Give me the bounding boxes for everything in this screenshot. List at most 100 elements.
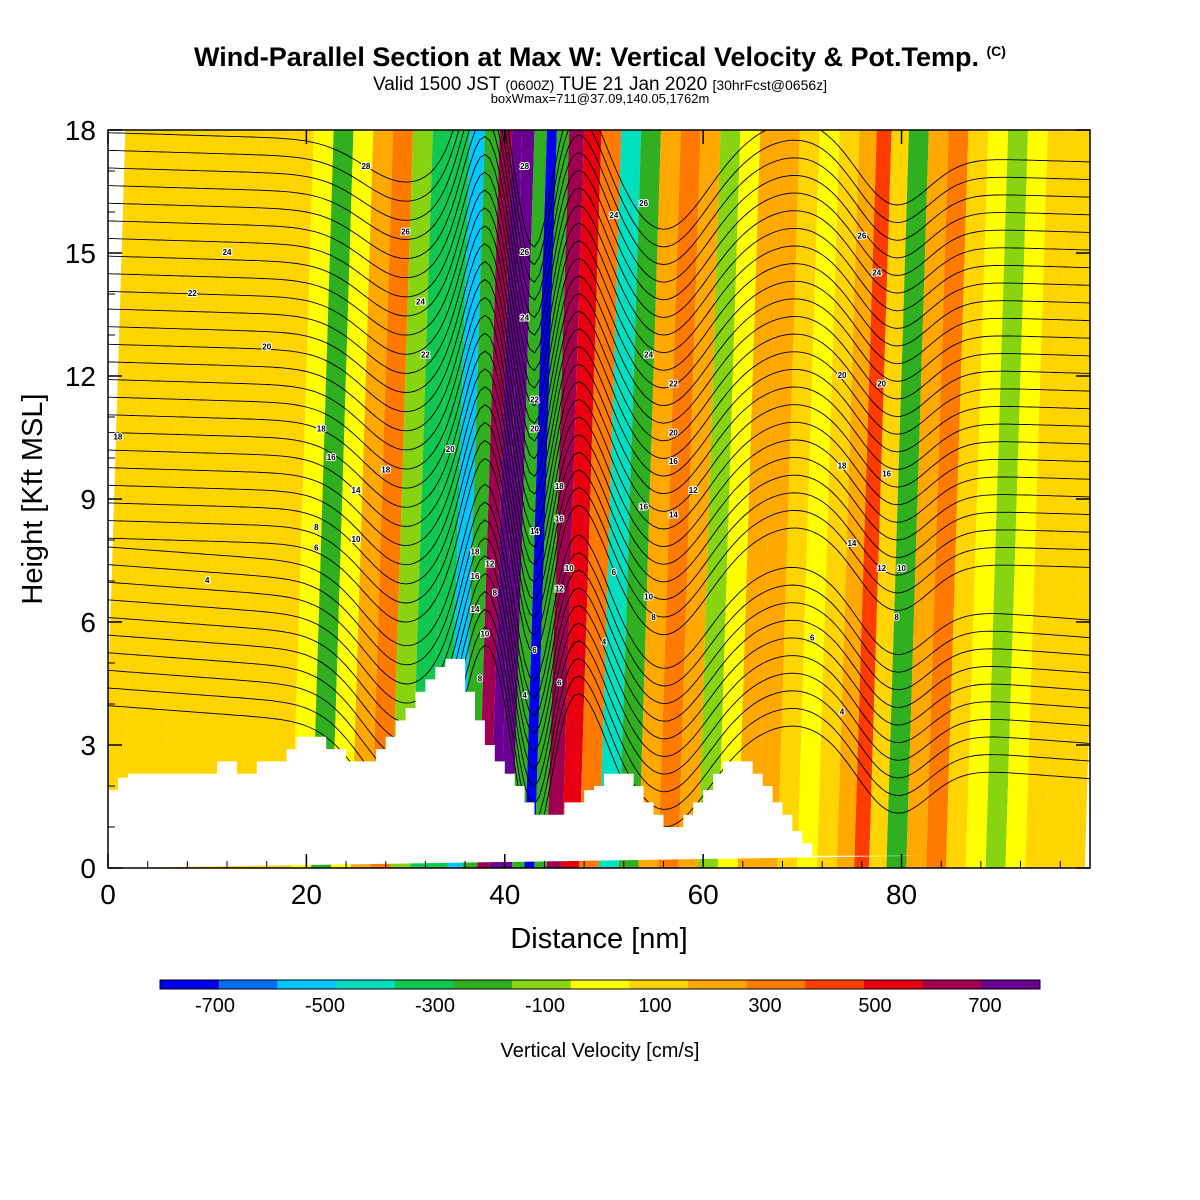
velocity-band (462, 130, 500, 868)
velocity-band (945, 130, 989, 868)
colorbar-tick-label: -500 (305, 995, 345, 1017)
theta-label: 28 (520, 162, 529, 171)
theta-labels: 4 6 8 10 14 16 18 18 20 22 24 26 28 18 22 24 20 18 16 14 10 1… (112, 161, 907, 717)
theta-contour-line (108, 135, 1090, 336)
theta-label: 4 (522, 691, 527, 700)
colorbar-swatch (864, 980, 924, 989)
theta-label: 8 (478, 675, 483, 684)
velocity-band (499, 130, 535, 868)
colorbar-swatch (746, 980, 806, 989)
x-axis: 0 20 40 60 80 Distance [nm] (100, 130, 1061, 955)
velocity-band (717, 130, 761, 868)
colorbar-tick-label: -700 (195, 995, 235, 1017)
x-tick-label: 20 (291, 879, 322, 910)
velocity-band (777, 130, 820, 868)
theta-label: 16 (882, 470, 891, 479)
theta-label: 10 (897, 564, 906, 573)
colorbar-swatch (453, 980, 513, 989)
theta-label: 16 (669, 457, 678, 466)
subtitle-utc: (0600Z) (505, 77, 555, 93)
theta-label: 20 (877, 379, 886, 388)
velocity-band (869, 130, 909, 868)
velocity-band (370, 130, 414, 868)
theta-contour-line (108, 296, 1090, 495)
theta-label: 22 (530, 396, 539, 405)
velocity-band (489, 130, 523, 868)
theta-label: 6 (532, 646, 537, 655)
theta-contour-line (108, 483, 1090, 682)
theta-label: 16 (471, 572, 480, 581)
colorbar-swatch (336, 980, 396, 989)
velocity-band (162, 130, 225, 868)
velocity-field (108, 130, 1090, 868)
velocity-band (1025, 130, 1068, 868)
theta-contour-line (108, 225, 1090, 425)
velocity-band (678, 130, 721, 868)
theta-contour-line (108, 278, 1090, 477)
theta-label: 20 (838, 371, 847, 380)
theta-label: 6 (557, 679, 562, 688)
theta-label: 18 (555, 482, 564, 491)
theta-label: 8 (314, 523, 319, 532)
x-tick-label: 0 (100, 879, 116, 910)
theta-contour-line (108, 644, 1090, 841)
theta-contour-line (108, 590, 1090, 788)
theta-label: 18 (471, 547, 480, 556)
theta-label: 20 (669, 429, 678, 438)
theta-label: 24 (609, 211, 618, 220)
velocity-band (697, 130, 741, 868)
theta-contour-line (108, 189, 1090, 389)
theta-contour-line (108, 130, 1090, 283)
theta-label: 14 (471, 605, 480, 614)
theta-label: 22 (188, 289, 197, 298)
y-axis: 0 3 6 9 12 15 18 Height [Kft MSL] (17, 115, 1090, 884)
y-tick-label: 9 (80, 484, 96, 515)
theta-contour-line (108, 332, 1090, 530)
velocity-band (108, 130, 146, 868)
velocity-band (638, 130, 681, 868)
velocity-band (886, 130, 929, 868)
velocity-band (985, 130, 1029, 868)
colorbar-tick-label: 100 (638, 995, 671, 1017)
theta-label: 18 (113, 433, 122, 442)
x-tick-label: 40 (489, 879, 520, 910)
theta-contour-line (108, 368, 1090, 566)
colorbar-swatch (277, 980, 337, 989)
theta-label: 24 (872, 269, 881, 278)
x-axis-label: Distance [nm] (510, 923, 687, 955)
colorbar-tick-label: 300 (748, 995, 781, 1017)
theta-label: 24 (223, 248, 232, 257)
velocity-band (561, 130, 602, 868)
theta-contour-line (108, 261, 1090, 460)
velocity-band (1045, 130, 1090, 868)
colorbar-tick-label: 500 (858, 995, 891, 1017)
chart-subtitle: Valid 1500 JST (0600Z) TUE 21 Jan 2020 [… (372, 74, 828, 95)
theta-label: 28 (361, 162, 370, 171)
theta-label: 12 (485, 560, 494, 569)
y-axis-label: Height [Kft MSL] (17, 393, 49, 604)
theta-label: 8 (493, 588, 498, 597)
theta-label: 12 (555, 584, 564, 593)
velocity-band (311, 130, 354, 868)
theta-label: 16 (555, 515, 564, 524)
theta-contour-line (108, 626, 1090, 823)
colorbar-swatch (922, 980, 982, 989)
theta-label: 26 (520, 248, 529, 257)
y-tick-label: 15 (65, 238, 96, 269)
theta-contour-line (108, 130, 1090, 248)
theta-contour-line (108, 386, 1090, 583)
theta-contour-line (108, 130, 1090, 301)
velocity-band (1069, 211, 1090, 868)
theta-label: 24 (520, 314, 529, 323)
theta-contour-line (108, 207, 1090, 407)
velocity-band (271, 130, 314, 868)
theta-label: 16 (327, 453, 336, 462)
theta-label: 18 (381, 465, 390, 474)
theta-contour-line (108, 573, 1090, 770)
theta-label: 4 (602, 638, 607, 647)
theta-label: 8 (894, 613, 899, 622)
theta-label: 6 (810, 634, 815, 643)
colorbar-swatch (394, 980, 454, 989)
theta-label: 26 (857, 232, 866, 241)
